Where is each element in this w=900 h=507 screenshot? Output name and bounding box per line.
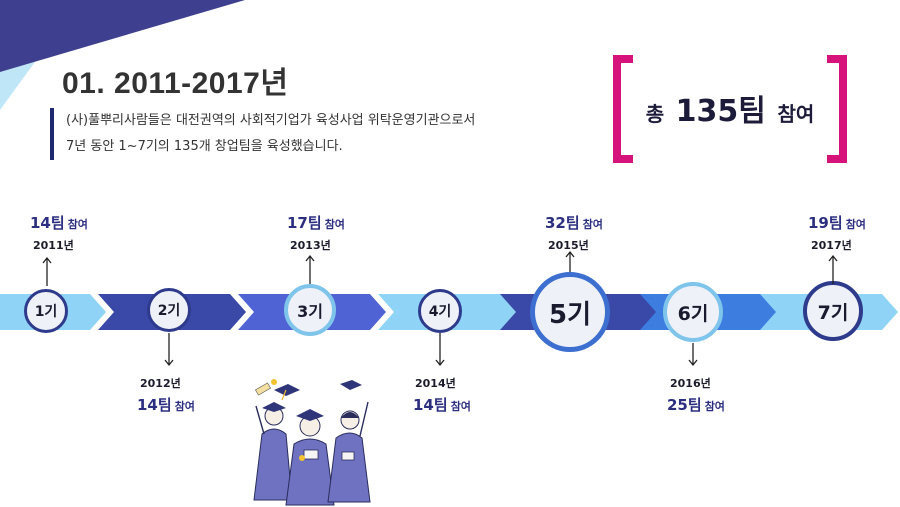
- left-bracket: [613, 55, 633, 163]
- year-label-3: 2013년: [290, 239, 331, 252]
- count-label-2: 14팀 참여: [137, 394, 195, 415]
- total-prefix: 총: [645, 102, 665, 126]
- count-number-6: 25팀: [667, 396, 702, 414]
- up-arrow-icon: [305, 254, 315, 284]
- count-suffix-7: 참여: [845, 218, 866, 231]
- count-suffix-5: 참여: [582, 218, 603, 231]
- timeline-node-2: 2기: [147, 288, 191, 332]
- total-suffix: 참여: [777, 102, 815, 126]
- down-arrow-icon: [164, 333, 174, 367]
- year-label-2: 2012년: [140, 377, 181, 390]
- year-label-5: 2015년: [548, 239, 589, 252]
- year-label-6: 2016년: [670, 377, 711, 390]
- section-title: 01. 2011-2017년: [62, 67, 289, 100]
- count-number-2: 14팀: [137, 396, 172, 414]
- node-label-3: 3기: [297, 302, 323, 321]
- count-suffix-4: 참여: [450, 400, 471, 413]
- corner-decoration: [0, 0, 245, 110]
- node-label-7: 7기: [817, 301, 849, 324]
- count-number-4: 14팀: [413, 396, 448, 414]
- count-label-3: 17팀 참여: [287, 212, 345, 233]
- node-label-6: 6기: [677, 302, 709, 325]
- count-suffix-6: 참여: [704, 400, 725, 413]
- count-number-5: 32팀: [545, 214, 580, 232]
- count-label-7: 19팀 참여: [808, 212, 866, 233]
- timeline-node-3: 3기: [284, 284, 336, 336]
- count-label-5: 32팀 참여: [545, 212, 603, 233]
- count-number-3: 17팀: [287, 214, 322, 232]
- count-label-1: 14팀 참여: [30, 212, 88, 233]
- year-label-1: 2011년: [33, 239, 74, 252]
- total-number: 135팀: [675, 94, 766, 129]
- node-label-2: 2기: [157, 303, 181, 319]
- count-suffix-2: 참여: [174, 400, 195, 413]
- count-suffix-1: 참여: [67, 218, 88, 231]
- timeline-node-6: 6기: [663, 282, 723, 342]
- count-number-1: 14팀: [30, 214, 65, 232]
- count-number-7: 19팀: [808, 214, 843, 232]
- timeline-node-7: 7기: [803, 281, 863, 341]
- description-line-2: 7년 동안 1~7기의 135개 창업팀을 육성했습니다.: [66, 139, 343, 154]
- count-suffix-3: 참여: [324, 218, 345, 231]
- down-arrow-icon: [435, 333, 445, 367]
- up-arrow-icon: [828, 254, 838, 284]
- right-bracket: [827, 55, 847, 163]
- node-label-5: 5기: [548, 299, 591, 330]
- description-block: (사)풀뿌리사람들은 대전권역의 사회적기업가 육성사업 위탁운영기관으로서 7…: [50, 108, 475, 160]
- count-label-6: 25팀 참여: [667, 394, 725, 415]
- year-label-7: 2017년: [811, 239, 852, 252]
- total-summary: 총 135팀 참여: [633, 86, 827, 130]
- graduates-celebrating-illustration: [253, 379, 371, 506]
- up-arrow-icon: [565, 250, 575, 272]
- timeline-node-1: 1기: [24, 289, 68, 333]
- up-arrow-icon: [42, 256, 52, 286]
- description-line-1: (사)풀뿌리사람들은 대전권역의 사회적기업가 육성사업 위탁운영기관으로서: [66, 113, 476, 128]
- node-label-1: 1기: [34, 304, 58, 320]
- count-label-4: 14팀 참여: [413, 394, 471, 415]
- down-arrow-icon: [688, 343, 698, 367]
- year-label-4: 2014년: [415, 377, 456, 390]
- node-label-4: 4기: [428, 304, 452, 320]
- timeline-node-5: 5기: [530, 272, 610, 352]
- timeline-node-4: 4기: [418, 289, 462, 333]
